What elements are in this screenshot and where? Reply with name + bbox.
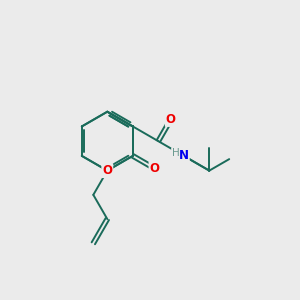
Text: H: H (172, 148, 179, 158)
Text: O: O (149, 162, 160, 175)
Text: N: N (179, 149, 189, 162)
Text: O: O (166, 113, 176, 126)
Text: O: O (102, 164, 112, 177)
